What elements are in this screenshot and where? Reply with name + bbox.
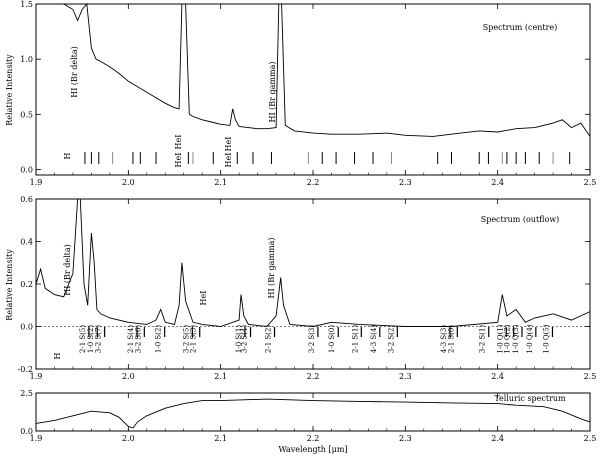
outflow-line-label: 1-0 Q(4) bbox=[526, 324, 534, 353]
panel-outflow: 1.9 2.0 2.1 2.2 2.3 2.4 2.5 -0.2 0.0 0.2 0.4 0.6 2-… bbox=[5, 195, 596, 381]
panel-centre-ylabel: Relative Intensity bbox=[5, 54, 14, 126]
outflow-line-label: 3-2 S(7) bbox=[95, 325, 103, 353]
outflow-xtick-label: 2.5 bbox=[584, 372, 597, 381]
panel-telluric-title: Telluric spectrum bbox=[494, 394, 566, 403]
annot-brdelta-centre: HI (Br delta) bbox=[70, 46, 79, 98]
outflow-line-label: 2-1 S(2) bbox=[265, 325, 273, 353]
outflow-xtick-label: 1.9 bbox=[30, 372, 43, 381]
panel-centre-axes: 1.9 2.0 2.1 2.2 2.3 2.4 2.5 0.0 0.5 1.0 1.5 bbox=[20, 0, 596, 187]
outflow-line-label: 4-3 S(3) bbox=[440, 325, 448, 353]
outflow-line-label: 2-1 S(5) bbox=[79, 325, 87, 353]
annot-hei-centre-b: HeI bbox=[224, 137, 233, 152]
centre-ytick-label: 0.5 bbox=[20, 110, 33, 119]
annot-brgamma-centre: HI (Br gamma) bbox=[268, 62, 277, 123]
telluric-xtick-label: 2.2 bbox=[307, 434, 320, 443]
centre-xtick-label: 2.2 bbox=[307, 178, 320, 187]
outflow-line-label: 1-0 S(2) bbox=[87, 325, 95, 353]
panel-telluric-spectrum-line bbox=[35, 398, 591, 429]
telluric-xtick-label: 2.4 bbox=[491, 434, 504, 443]
outflow-line-label: 2-1 S(3) bbox=[190, 325, 198, 353]
centre-ytick-label: 0.0 bbox=[20, 165, 33, 174]
outflow-xtick-label: 2.0 bbox=[122, 372, 135, 381]
panel-outflow-line-labels: 2-1 S(5) 1-0 S(2) 3-2 S(7) 2-1 S(4) 3-2 S(6)… bbox=[79, 324, 554, 354]
outflow-ytick-label: 0.6 bbox=[20, 195, 33, 204]
annot-hei-centre-d: HeI bbox=[224, 153, 233, 168]
outflow-ytick-label: 0.0 bbox=[20, 323, 33, 332]
outflow-line-label: 3-2 S(2) bbox=[387, 325, 395, 353]
annot-brdelta-outflow: HI (Br delta) bbox=[63, 244, 72, 296]
annot-brgamma-outflow: HI (Br gamma) bbox=[267, 238, 276, 299]
telluric-xtick-label: 2.5 bbox=[584, 434, 597, 443]
panel-telluric-axes: 1.9 2.0 2.1 2.2 2.3 2.4 2.5 0.0 2.5 bbox=[20, 389, 596, 443]
telluric-ytick-label: 0.0 bbox=[20, 427, 33, 436]
outflow-xtick-label: 2.2 bbox=[307, 372, 320, 381]
centre-xtick-label: 2.5 bbox=[584, 178, 597, 187]
annot-hei-centre-a: HeI bbox=[174, 135, 183, 150]
outflow-line-label: 3-2 S(6) bbox=[134, 325, 142, 353]
centre-xtick-label: 2.3 bbox=[399, 178, 412, 187]
telluric-xtick-label: 2.3 bbox=[399, 434, 412, 443]
telluric-xtick-label: 1.9 bbox=[30, 434, 43, 443]
outflow-line-label: 1-0 Q(3) bbox=[512, 324, 520, 353]
outflow-line-label: 3-2 S(4) bbox=[241, 325, 249, 353]
telluric-xtick-label: 2.1 bbox=[214, 434, 227, 443]
panel-centre: 1.9 2.0 2.1 2.2 2.3 2.4 2.5 0.0 0.5 1.0 1.5 Spectr… bbox=[5, 0, 596, 187]
annot-hei-outflow: HeI bbox=[199, 291, 208, 306]
annot-h-centre: H bbox=[63, 152, 72, 159]
centre-xtick-label: 2.1 bbox=[214, 178, 227, 187]
outflow-line-label: 1-0 S(0) bbox=[328, 325, 336, 353]
panel-centre-title: Spectrum (centre) bbox=[483, 23, 558, 32]
centre-ytick-label: 1.0 bbox=[20, 55, 33, 64]
outflow-line-label: 3-2 S(5) bbox=[182, 325, 190, 353]
panel-outflow-spectrum-line bbox=[35, 198, 591, 327]
outflow-line-label: 3-2 S(1) bbox=[479, 325, 487, 353]
centre-xtick-label: 2.0 bbox=[122, 178, 135, 187]
outflow-line-label: 1-0 S(1) bbox=[235, 325, 243, 353]
annot-hei-centre-c: HeI bbox=[174, 153, 183, 168]
outflow-line-label: 2-1 S(1) bbox=[351, 325, 359, 353]
centre-xtick-label: 1.9 bbox=[30, 178, 43, 187]
outflow-line-label: 2-1 S(0) bbox=[447, 325, 455, 353]
panel-telluric-xlabel: Wavelength [μm] bbox=[278, 445, 347, 454]
centre-xtick-label: 2.4 bbox=[491, 178, 504, 187]
outflow-ytick-label: -0.2 bbox=[18, 365, 33, 374]
panel-outflow-axes: 1.9 2.0 2.1 2.2 2.3 2.4 2.5 -0.2 0.0 0.2 0.4 0.6 bbox=[18, 195, 597, 381]
panel-centre-line-markers bbox=[84, 152, 571, 164]
telluric-xtick-label: 2.0 bbox=[122, 434, 135, 443]
outflow-line-label: 1-0 Q(5) bbox=[543, 324, 551, 353]
panel-outflow-ylabel: Relative Intensity bbox=[5, 249, 14, 321]
outflow-line-label: 3-2 S(3) bbox=[308, 325, 316, 353]
centre-ytick-label: 1.5 bbox=[20, 0, 33, 9]
outflow-ytick-label: 0.2 bbox=[20, 280, 33, 289]
outflow-line-label: 1-0 Q(2) bbox=[504, 324, 512, 353]
outflow-line-label: 1-0 S(2) bbox=[155, 325, 163, 353]
panel-outflow-title: Spectrum (outflow) bbox=[481, 215, 560, 224]
outflow-xtick-label: 2.3 bbox=[399, 372, 412, 381]
annot-h-outflow: H bbox=[53, 352, 62, 359]
outflow-line-label: 2-1 S(4) bbox=[127, 325, 135, 353]
panel-centre-spectrum-line bbox=[36, 2, 591, 137]
outflow-line-label: 1-0 Q(1) bbox=[496, 324, 504, 353]
outflow-xtick-label: 2.1 bbox=[214, 372, 227, 381]
outflow-ytick-label: 0.4 bbox=[20, 238, 33, 247]
outflow-line-label: 4-3 S(4) bbox=[370, 325, 378, 353]
panel-telluric: 1.9 2.0 2.1 2.2 2.3 2.4 2.5 0.0 2.5 Telluric spe… bbox=[20, 389, 596, 454]
telluric-ytick-label: 2.5 bbox=[20, 389, 33, 398]
outflow-xtick-label: 2.4 bbox=[491, 372, 504, 381]
